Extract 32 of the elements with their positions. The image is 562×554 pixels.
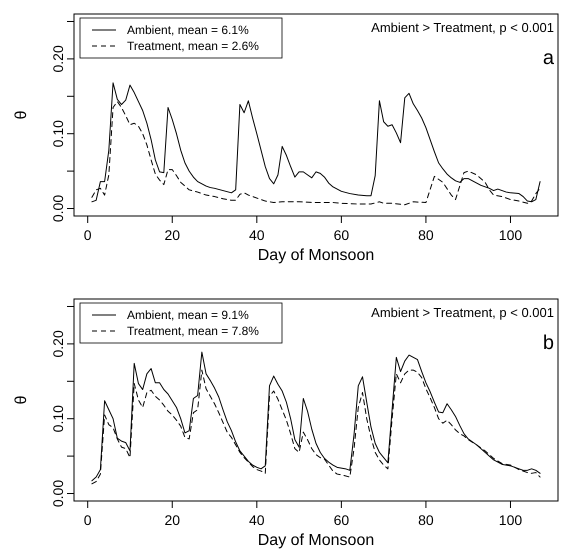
y-tick-label: 0.00 (50, 194, 66, 222)
x-tick-label: 60 (334, 512, 350, 528)
y-tick-label: 0.10 (50, 120, 66, 148)
legend-label: Treatment, mean = 2.6% (127, 39, 260, 53)
y-tick-label: 0.00 (50, 480, 66, 508)
y-tick-label: 0.10 (50, 404, 66, 432)
y-tick-label: 0.20 (50, 45, 66, 73)
legend-label: Ambient, mean = 9.1% (127, 308, 250, 322)
x-tick-label: 0 (84, 512, 92, 528)
annotation: Ambient > Treatment, p < 0.001 (371, 305, 554, 320)
x-tick-label: 100 (498, 227, 522, 243)
x-axis-title: Day of Monsoon (258, 532, 374, 549)
line-series (91, 352, 541, 482)
text: b (542, 332, 554, 354)
y-axis-title: θ (13, 395, 30, 404)
x-tick-label: 20 (164, 512, 180, 528)
x-tick-label: 20 (164, 227, 180, 243)
text: a (542, 47, 555, 69)
x-tick-label: 80 (418, 512, 434, 528)
x-tick-label: 100 (498, 512, 522, 528)
legend-label: Ambient, mean = 6.1% (127, 23, 250, 37)
annotation: Ambient > Treatment, p < 0.001 (371, 20, 554, 35)
x-axis-title: Day of Monsoon (258, 247, 374, 264)
y-axis-title: θ (13, 110, 30, 120)
x-tick-label: 40 (249, 512, 265, 528)
line-series (91, 82, 541, 202)
x-tick-label: 0 (84, 227, 92, 243)
legend-label: Treatment, mean = 7.8% (127, 324, 260, 338)
x-tick-label: 80 (418, 227, 434, 243)
y-tick-label: 0.20 (50, 330, 66, 358)
x-tick-label: 40 (249, 227, 265, 243)
x-tick-label: 60 (334, 227, 350, 243)
